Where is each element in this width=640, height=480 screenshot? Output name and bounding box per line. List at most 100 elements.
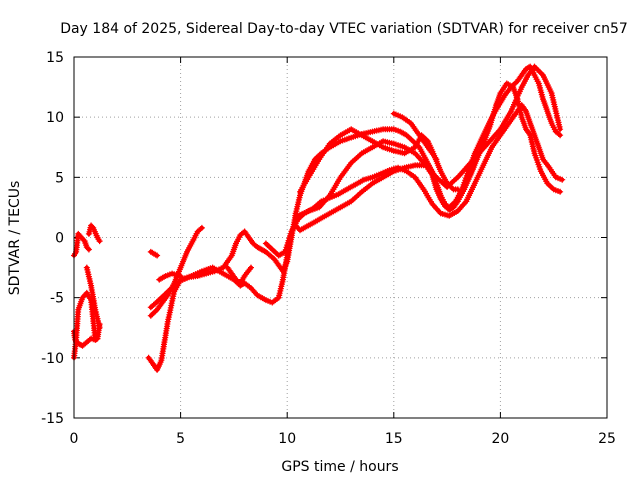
data-point [210,265,215,270]
data-point [379,171,383,176]
data-point [93,337,98,342]
y-tick-label: 5 [55,170,64,186]
data-point [370,145,375,150]
data-point [259,247,264,252]
data-point [185,249,189,254]
data-point [359,151,364,156]
data-point [95,235,100,240]
data-point [242,281,247,286]
data-point [417,133,422,138]
data-point [263,298,268,303]
data-point [80,343,85,348]
data-point [238,281,243,286]
data-point [549,91,554,96]
data-point [498,91,503,96]
data-point [229,253,234,258]
data-point [338,205,343,210]
data-point [398,129,403,134]
data-point [438,193,443,198]
data-point [327,141,332,146]
data-point [536,145,541,150]
data-point [80,295,85,300]
x-axis-title: GPS time / hours [281,459,398,475]
y-tick-label: 15 [46,50,64,66]
data-point [528,64,533,69]
series-track-11 [224,264,254,287]
data-point [515,109,520,114]
data-point [86,231,91,236]
data-point [191,237,196,242]
data-point [481,133,486,138]
data-point [276,253,281,258]
data-point [460,187,464,192]
y-tick-label: 10 [46,110,64,126]
data-point [547,165,552,170]
data-point [195,274,200,278]
data-point [153,301,157,306]
data-point [545,109,550,114]
data-point [402,145,407,150]
data-series [71,63,566,373]
data-point [447,205,452,210]
data-point [298,193,302,198]
y-axis-title: SDTVAR / TECUs [7,181,23,296]
x-tick-labels: 0 5 10 15 20 25 [70,431,616,447]
data-point [519,115,524,120]
data-point [489,145,494,150]
data-point [338,139,343,144]
data-point [438,211,443,216]
data-point [464,199,469,204]
data-point [234,241,238,246]
data-point [526,73,531,78]
data-point [519,103,524,108]
data-point [165,289,170,294]
data-point [74,337,79,342]
data-point [381,127,386,132]
data-point [270,300,275,305]
data-point [536,81,541,86]
data-point [438,169,443,174]
data-point [404,169,409,174]
data-point [391,127,396,132]
data-point [481,163,486,168]
data-point [172,289,177,294]
data-point [359,189,364,194]
data-point [472,181,477,186]
data-point [549,121,554,126]
series-track-15 [390,110,440,163]
data-point [498,133,503,138]
data-point [370,181,375,186]
data-point [178,278,183,283]
data-point [249,286,253,290]
data-point [155,367,160,372]
data-point [532,133,537,138]
data-point [148,313,153,318]
data-point [391,148,396,153]
data-point [78,234,83,239]
data-point [289,229,294,234]
data-point [327,211,332,216]
data-point [199,225,204,230]
data-point [349,160,354,165]
data-point [381,175,386,180]
data-point [353,182,358,187]
data-point [225,265,230,270]
data-point [370,175,375,180]
x-tick-label: 20 [491,431,509,447]
data-point [159,358,164,363]
data-point [97,239,102,244]
data-point [238,233,243,238]
data-point [76,307,81,312]
series-track-1 [71,230,92,259]
data-point [413,163,418,168]
data-point [504,81,509,86]
data-point [413,145,418,150]
data-point [148,305,153,310]
data-point [515,79,520,84]
data-point [443,201,447,206]
data-point [519,85,524,90]
data-point [276,263,281,268]
data-point [234,277,238,282]
data-point [317,217,322,222]
data-point [298,189,302,194]
